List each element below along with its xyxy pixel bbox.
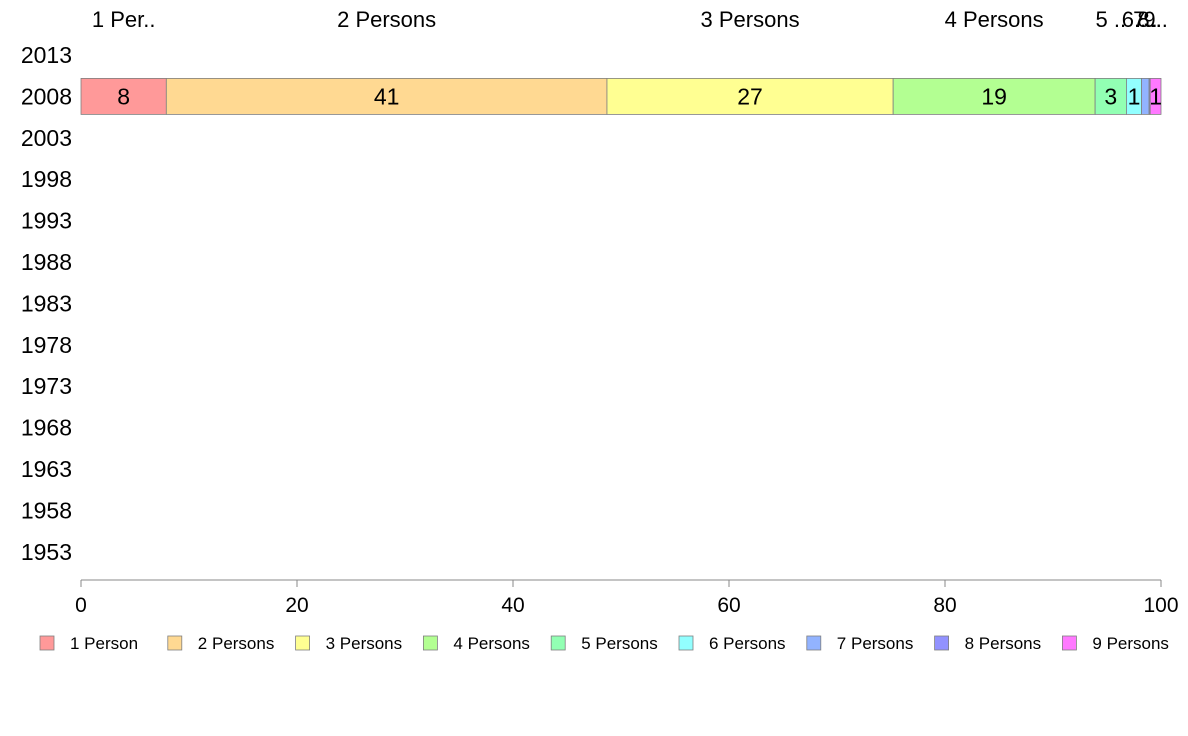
bars-group: 8 41 27 19 3 1 1 xyxy=(80,78,1162,115)
x-tick-label-40: 40 xyxy=(501,594,524,617)
segment-header-4: 5 .. xyxy=(1095,7,1126,32)
data-label-2008-2: 27 xyxy=(737,83,763,109)
y-tick-label-1978: 1978 xyxy=(21,332,72,358)
segment-header-labels: 1 Per.. 2 Persons 3 Persons 4 Persons 5 ..6.… xyxy=(92,7,1168,32)
bar-2008-4-persons xyxy=(892,78,1096,115)
legend-swatch-6 xyxy=(678,635,694,651)
legend-swatch-4 xyxy=(422,635,438,651)
data-label-2008-3: 19 xyxy=(981,83,1007,109)
segment-header-7: 8.. xyxy=(1137,7,1161,32)
data-label-2008-1: 41 xyxy=(374,83,400,109)
x-tick-label-20: 20 xyxy=(285,594,308,617)
segment-header-2: 3 Persons xyxy=(701,7,800,32)
legend-label-3: 3 Persons xyxy=(326,634,403,653)
segment-header-3: 4 Persons xyxy=(945,7,1044,32)
legend-label-4: 4 Persons xyxy=(453,634,530,653)
x-tick-label-80: 80 xyxy=(933,594,956,617)
data-label-2008-5: 1 xyxy=(1128,83,1141,109)
y-tick-label-1958: 1958 xyxy=(21,497,72,523)
data-label-2008-8: 1 xyxy=(1149,83,1162,109)
segment-header-1: 2 Persons xyxy=(337,7,436,32)
legend: 1 Person 2 Persons 3 Persons 4 Persons 5 Per… xyxy=(39,634,1169,653)
segment-header-0: 1 Per.. xyxy=(92,7,156,32)
bar-2008-7-persons xyxy=(1141,78,1150,115)
legend-label-1: 1 Person xyxy=(70,634,138,653)
legend-swatch-5 xyxy=(550,635,566,651)
legend-label-5: 5 Persons xyxy=(581,634,658,653)
legend-swatch-3 xyxy=(295,635,311,651)
legend-label-6: 6 Persons xyxy=(709,634,786,653)
bar-2008-1-person xyxy=(80,78,167,115)
legend-label-9: 9 Persons xyxy=(1092,634,1169,653)
y-tick-label-1988: 1988 xyxy=(21,249,72,275)
segment-header-6: 7.. xyxy=(1133,7,1157,32)
y-tick-label-2003: 2003 xyxy=(21,125,72,151)
legend-label-2: 2 Persons xyxy=(198,634,275,653)
x-axis: 0 20 40 60 80 100 xyxy=(75,579,1179,617)
legend-swatch-8 xyxy=(934,635,949,651)
legend-swatch-9 xyxy=(1062,635,1077,651)
bar-2008-9-persons xyxy=(1149,78,1162,115)
legend-label-8: 8 Persons xyxy=(965,634,1042,653)
bar-2008-5-persons xyxy=(1094,78,1127,115)
y-tick-label-1968: 1968 xyxy=(21,415,72,441)
x-tick-label-0: 0 xyxy=(75,594,87,617)
x-tick-label-60: 60 xyxy=(717,594,740,617)
data-label-2008-4: 3 xyxy=(1104,83,1117,109)
bar-2008-2-persons xyxy=(165,78,608,115)
y-tick-label-1998: 1998 xyxy=(21,166,72,192)
bar-2008-3-persons xyxy=(606,78,894,115)
legend-swatch-7 xyxy=(806,635,822,651)
legend-label-7: 7 Persons xyxy=(837,634,914,653)
y-tick-label-2013: 2013 xyxy=(21,42,72,68)
y-tick-label-2008: 2008 xyxy=(21,83,72,109)
y-tick-label-1993: 1993 xyxy=(21,208,72,234)
legend-swatch-2 xyxy=(167,635,183,651)
y-tick-label-1953: 1953 xyxy=(21,539,72,565)
data-label-2008-0: 8 xyxy=(117,83,130,109)
y-tick-label-1963: 1963 xyxy=(21,456,72,482)
segment-header-8: 9.. xyxy=(1143,7,1167,32)
x-tick-label-100: 100 xyxy=(1143,594,1178,617)
y-tick-label-1973: 1973 xyxy=(21,373,72,399)
segment-header-5: 6.. xyxy=(1122,7,1146,32)
y-tick-label-1983: 1983 xyxy=(21,290,72,316)
y-axis: 2013 2008 2003 1998 1993 1988 1983 1978 1973 1968… xyxy=(21,42,72,565)
legend-swatch-1 xyxy=(39,635,55,651)
